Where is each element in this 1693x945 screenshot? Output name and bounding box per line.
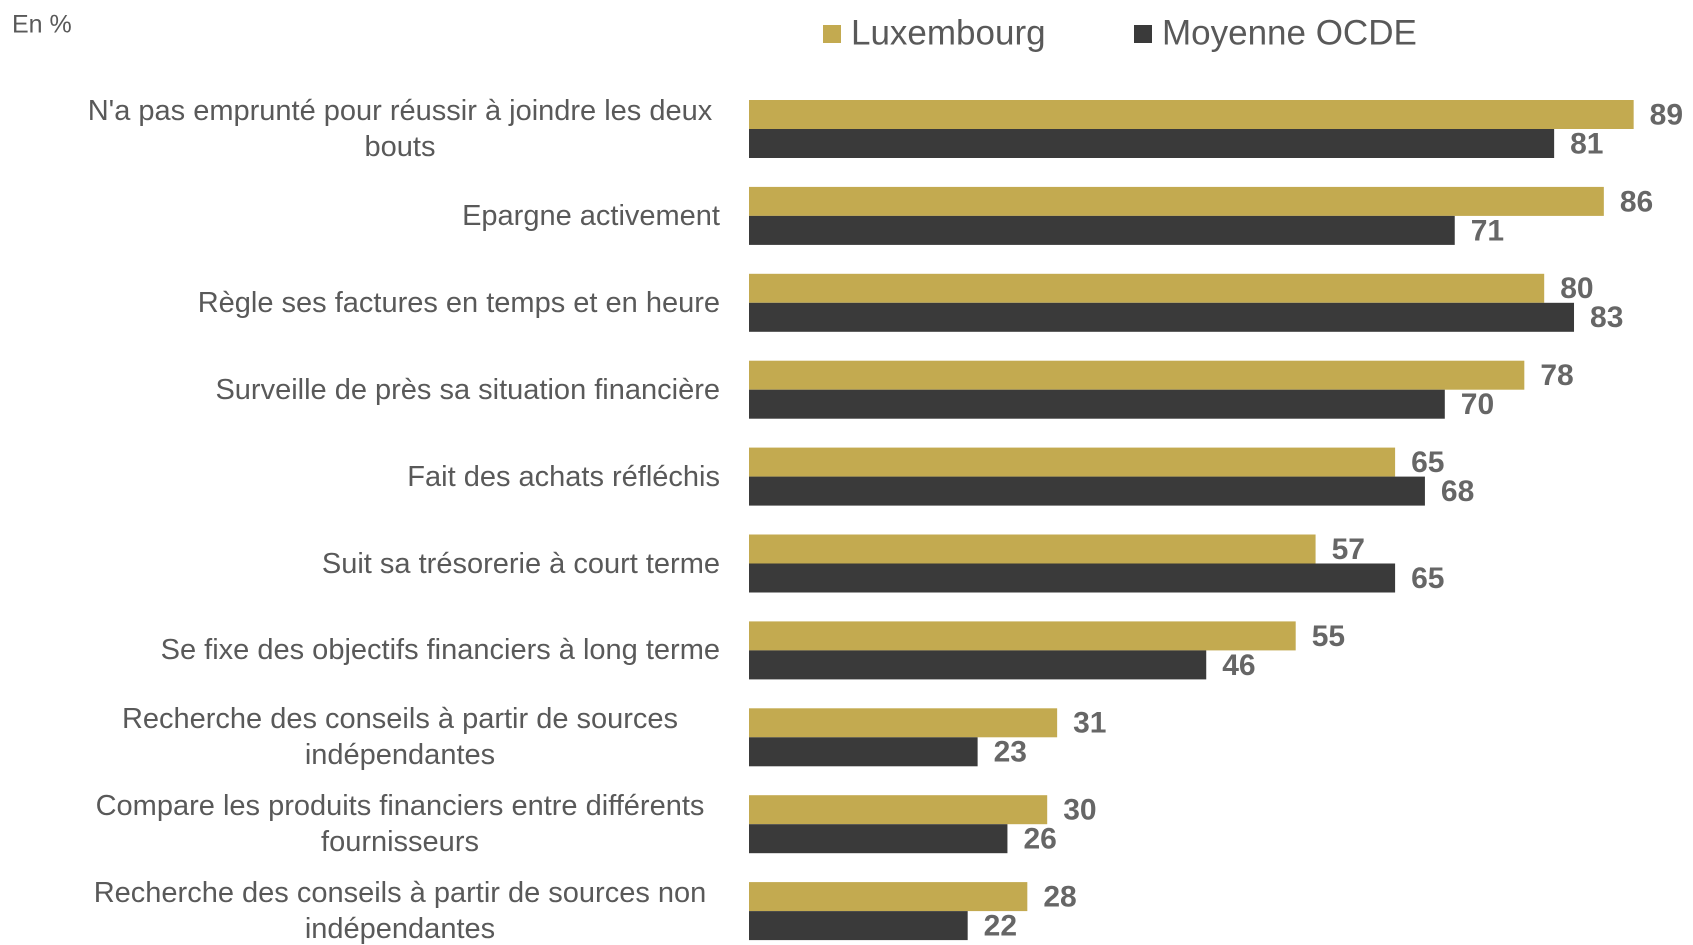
category-label: Fait des achats réfléchis — [407, 437, 720, 517]
value-label: 65 — [1411, 562, 1444, 595]
bar — [749, 795, 1048, 825]
category-label: Se fixe des objectifs financiers à long … — [161, 610, 720, 690]
category-label: Règle ses factures en temps et en heure — [198, 263, 720, 343]
category-text: Surveille de près sa situation financièr… — [215, 373, 720, 406]
legend-swatch — [1134, 25, 1152, 43]
bar — [749, 534, 1316, 564]
category-label: Recherche des conseils à partir de sourc… — [80, 871, 720, 945]
category-text: Compare les produits financiers entre di… — [95, 790, 705, 859]
value-label: 26 — [1023, 823, 1056, 856]
bar — [749, 302, 1575, 332]
category-text: Règle ses factures en temps et en heure — [197, 286, 720, 319]
bar — [749, 273, 1545, 303]
category-text: Suit sa trésorerie à court terme — [321, 547, 720, 580]
value-label: 65 — [1411, 446, 1444, 479]
bar — [749, 215, 1455, 245]
value-label: 71 — [1471, 214, 1504, 247]
bar — [749, 911, 968, 941]
category-label: Epargne activement — [462, 176, 720, 256]
value-label: 83 — [1590, 301, 1623, 334]
legend-label: Moyenne OCDE — [1162, 13, 1417, 52]
category-text: Recherche des conseils à partir de sourc… — [93, 877, 707, 945]
value-label: 28 — [1043, 881, 1076, 914]
bar — [749, 476, 1425, 506]
legend-swatch — [823, 25, 841, 43]
bar — [749, 360, 1525, 390]
bar — [749, 882, 1028, 912]
category-label: Surveille de près sa situation financièr… — [215, 350, 720, 430]
legend-label: Luxembourg — [851, 13, 1046, 52]
category-text: Recherche des conseils à partir de sourc… — [121, 703, 679, 772]
bar — [749, 708, 1058, 738]
value-label: 80 — [1560, 272, 1593, 305]
value-label: 23 — [994, 736, 1027, 769]
bar — [749, 447, 1396, 477]
value-label: 81 — [1570, 127, 1603, 160]
bar — [749, 824, 1008, 854]
category-label: N'a pas emprunté pour réussir à joindre … — [80, 89, 720, 169]
value-label: 78 — [1540, 359, 1573, 392]
bar — [749, 621, 1296, 651]
bar — [749, 563, 1396, 593]
value-label: 70 — [1461, 388, 1494, 421]
value-label: 68 — [1441, 475, 1474, 508]
bar — [749, 100, 1634, 129]
bar — [749, 650, 1207, 680]
value-label: 55 — [1312, 620, 1345, 653]
bar — [749, 737, 978, 767]
value-label: 86 — [1620, 185, 1653, 218]
category-text: Se fixe des objectifs financiers à long … — [160, 634, 720, 667]
category-label: Compare les produits financiers entre di… — [80, 784, 720, 864]
bar — [749, 129, 1555, 158]
category-text: N'a pas emprunté pour réussir à joindre … — [87, 95, 713, 163]
value-label: 30 — [1063, 794, 1096, 827]
category-label: Recherche des conseils à partir de sourc… — [80, 697, 720, 777]
category-label: Suit sa trésorerie à court terme — [322, 524, 720, 604]
value-label: 89 — [1650, 98, 1683, 131]
bar — [749, 389, 1445, 419]
value-label: 57 — [1332, 533, 1365, 566]
category-text: Epargne activement — [462, 199, 720, 232]
value-label: 31 — [1073, 707, 1106, 740]
value-label: 46 — [1222, 649, 1255, 682]
bar — [749, 186, 1604, 216]
value-label: 22 — [984, 910, 1017, 943]
subtitle: En % — [12, 11, 72, 39]
category-text: Fait des achats réfléchis — [407, 460, 720, 493]
